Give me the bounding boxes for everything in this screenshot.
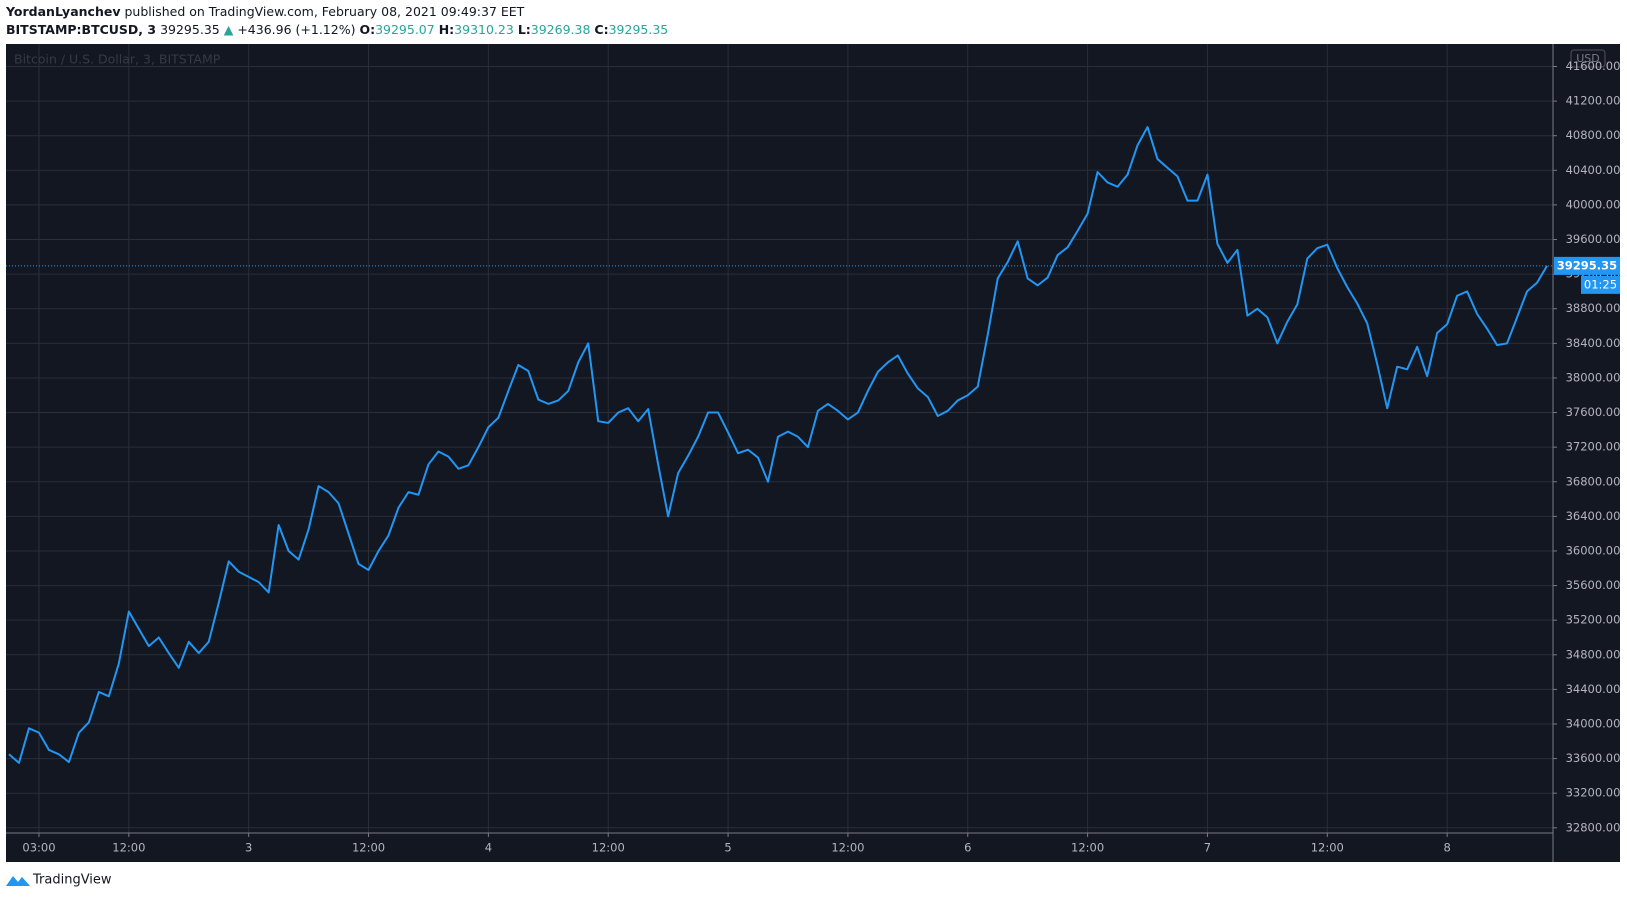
axes: 32800.00 33200.00 33600.00 34000.00 34400.00…	[22, 59, 1620, 855]
countdown-box	[1581, 275, 1620, 294]
y-tick-label: 38000.00	[1566, 370, 1621, 384]
o-label: O:	[359, 22, 375, 37]
watermark: Bitcoin / U.S. Dollar, 3, BITSTAMP	[14, 52, 221, 67]
y-tick-label: 34800.00	[1566, 647, 1621, 661]
x-tick-label: 8	[1443, 841, 1450, 855]
y-tick-label: 40000.00	[1566, 197, 1621, 211]
y-tick-label: 38400.00	[1566, 336, 1621, 350]
brand: TradingView	[32, 873, 112, 888]
y-tick-label: 37200.00	[1566, 440, 1621, 454]
close: 39295.35	[609, 22, 669, 37]
x-tick-label: 12:00	[592, 841, 625, 855]
y-tick-label: 41600.00	[1566, 59, 1621, 73]
y-tick-label: 40400.00	[1566, 163, 1621, 177]
y-tick-label: 33200.00	[1566, 786, 1621, 800]
price: 39295.35	[160, 22, 220, 37]
y-tick-label: 40800.00	[1566, 128, 1621, 142]
c-label: C:	[594, 22, 608, 37]
currency-box	[1570, 49, 1606, 68]
x-tick-label: 12:00	[1071, 841, 1104, 855]
x-tick-label: 12:00	[352, 841, 385, 855]
x-tick-label: 3	[245, 841, 252, 855]
y-tick-label: 32800.00	[1566, 820, 1621, 834]
y-tick-label: 35200.00	[1566, 613, 1621, 627]
grid	[6, 44, 1553, 833]
y-tick-label: 34400.00	[1566, 682, 1621, 696]
plot	[6, 126, 1553, 764]
symbol: BITSTAMP:BTCUSD, 3	[6, 22, 156, 37]
symbol-line: BITSTAMP:BTCUSD, 3 39295.35 ▲ +436.96 (+…	[6, 22, 668, 37]
y-tick-label: 33600.00	[1566, 751, 1621, 765]
y-tick-label: 41200.00	[1566, 94, 1621, 108]
y-tick-label: 35600.00	[1566, 578, 1621, 592]
high: 39310.23	[454, 22, 514, 37]
l-label: L:	[518, 22, 531, 37]
logo-icon	[6, 876, 30, 886]
low: 39269.38	[531, 22, 591, 37]
change: +436.96 (+1.12%)	[237, 22, 355, 37]
currency: USD	[1576, 52, 1600, 65]
open: 39295.07	[375, 22, 435, 37]
x-tick-label: 4	[485, 841, 492, 855]
published: published on TradingView.com, February 0…	[124, 4, 524, 19]
author: YordanLyanchev	[5, 4, 120, 19]
footer-logo: TradingView	[6, 873, 112, 888]
x-tick-label: 12:00	[1311, 841, 1344, 855]
last-price-box	[1554, 256, 1620, 275]
countdown: 01:25	[1584, 277, 1617, 291]
y-tick-label: 36400.00	[1566, 509, 1621, 523]
header-line: YordanLyanchev published on TradingView.…	[5, 4, 525, 19]
x-tick-label: 12:00	[831, 841, 864, 855]
y-tick-label: 37600.00	[1566, 405, 1621, 419]
y-tick-label: 34000.00	[1566, 716, 1621, 730]
y-tick-label: 36800.00	[1566, 474, 1621, 488]
last-price-label: 39295.35	[1557, 258, 1617, 272]
chart-background	[6, 44, 1620, 862]
y-tick-label: 38800.00	[1566, 301, 1621, 315]
x-tick-label: 7	[1204, 841, 1211, 855]
x-tick-label: 03:00	[22, 841, 55, 855]
y-tick-label: 36000.00	[1566, 543, 1621, 557]
arrow: ▲	[224, 22, 234, 37]
x-tick-label: 6	[964, 841, 971, 855]
y-tick-label: 39600.00	[1566, 232, 1621, 246]
h-label: H:	[439, 22, 454, 37]
price-line	[8, 126, 1548, 764]
x-tick-label: 5	[724, 841, 731, 855]
x-tick-label: 12:00	[112, 841, 145, 855]
